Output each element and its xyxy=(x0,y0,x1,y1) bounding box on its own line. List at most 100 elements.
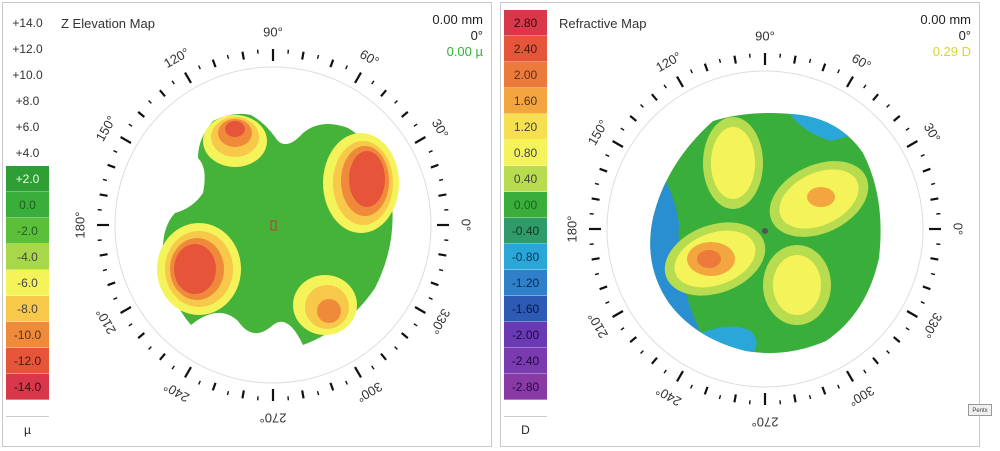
dial-tick xyxy=(316,390,320,396)
scale-row: +2.0 xyxy=(6,166,49,192)
scale-row: 1.20 xyxy=(504,114,547,140)
dial-tick xyxy=(930,257,939,261)
dial-tick xyxy=(226,54,230,60)
elevation-lobe-core xyxy=(174,244,216,294)
dial-tick xyxy=(438,178,444,182)
dial-tick xyxy=(380,89,387,98)
scale-row: 1.60 xyxy=(504,88,547,114)
corner-toggle-button[interactable]: Pentx xyxy=(968,404,992,416)
dial-tick xyxy=(430,163,439,169)
elevation-info-deg: 0° xyxy=(470,28,483,43)
dial-angle-label: 300° xyxy=(354,379,385,405)
dial-angle-label: 150° xyxy=(93,113,119,144)
dial-tick xyxy=(605,301,610,305)
dial-tick xyxy=(329,382,335,391)
dial-angle-label: 90° xyxy=(755,28,775,43)
dial-tick xyxy=(400,111,409,118)
dial-tick xyxy=(113,297,118,301)
scale-row: +8.0 xyxy=(6,88,49,114)
refractive-info-deg: 0° xyxy=(958,28,971,43)
dial-tick xyxy=(906,310,918,318)
dial-angle-label: 330° xyxy=(427,306,453,337)
dial-tick xyxy=(922,285,931,291)
dial-tick xyxy=(184,366,192,378)
dial-tick xyxy=(629,115,638,122)
dial-tick xyxy=(930,272,936,276)
dial-angle-label: 240° xyxy=(653,383,684,409)
refractive-info-mm: 0.00 mm xyxy=(920,12,971,27)
dial-angle-label: 0° xyxy=(459,219,474,231)
refractive-info: 0.00 mm 0° 0.29 D xyxy=(920,12,971,60)
scale-row: -0.40 xyxy=(504,218,547,244)
refractive-surface xyxy=(650,113,881,354)
refractive-scale-unit: D xyxy=(504,416,547,443)
dial-tick xyxy=(872,93,879,102)
dial-tick xyxy=(886,104,890,108)
dial-tick xyxy=(808,394,812,400)
dial-tick xyxy=(197,65,201,70)
dial-tick xyxy=(414,136,426,144)
dial-tick xyxy=(821,63,827,72)
dial-angle-label: 180° xyxy=(564,216,579,243)
dial-tick xyxy=(99,253,108,257)
scale-row: 0.0 xyxy=(6,192,49,218)
dial-tick xyxy=(863,369,867,374)
dial-angle-label: 270° xyxy=(260,411,287,426)
dial-tick xyxy=(301,51,305,60)
scale-row: -2.40 xyxy=(504,348,547,374)
refractive-lobe-right-hot xyxy=(807,187,835,207)
scale-row: -10.0 xyxy=(6,322,49,348)
dial-angle-label: 60° xyxy=(357,46,382,69)
dial-tick xyxy=(438,253,447,257)
dial-tick xyxy=(922,167,931,173)
dial-tick xyxy=(99,193,108,197)
dial-tick xyxy=(120,306,132,314)
dial-tick xyxy=(676,370,684,382)
scale-row: -1.60 xyxy=(504,296,547,322)
dial-angle-label: 120° xyxy=(653,49,684,75)
refractive-map-plot[interactable]: 0° 30° 60° 90° 120° 150° 180° 210° 240° 270° 300° 3… xyxy=(501,3,981,448)
scale-row: 2.40 xyxy=(504,36,547,62)
dial-tick xyxy=(718,58,722,64)
dial-tick xyxy=(211,382,217,391)
dial-tick xyxy=(241,51,245,60)
dial-tick xyxy=(663,84,667,89)
dial-tick xyxy=(400,332,409,339)
dial-tick xyxy=(197,380,201,385)
elevation-map-plot[interactable]: 0° 30° 60° 90° 120° 150° 180° 210° 240° 270° 300° 3… xyxy=(3,3,493,448)
dial-tick xyxy=(159,89,166,98)
dial-tick xyxy=(599,285,608,291)
scale-row: 0.00 xyxy=(504,192,547,218)
dial-tick xyxy=(394,346,398,350)
dial-tick xyxy=(663,369,667,374)
dial-tick xyxy=(354,366,362,378)
dial-tick xyxy=(211,59,217,68)
dial-tick xyxy=(689,384,693,389)
dial-tick xyxy=(629,336,638,343)
dial-tick xyxy=(905,127,910,131)
elevation-info: 0.00 mm 0° 0.00 µ xyxy=(432,12,483,60)
scale-row: 0.40 xyxy=(504,166,547,192)
dial-tick xyxy=(793,394,797,403)
dial-tick xyxy=(594,272,600,276)
dial-tick xyxy=(241,390,245,399)
dial-tick xyxy=(430,281,439,287)
elevation-lobe-lr-inner xyxy=(317,299,341,323)
elevation-surface xyxy=(157,113,399,345)
elevation-lobe-top-core xyxy=(225,121,245,137)
dial-tick xyxy=(892,336,901,343)
dial-tick xyxy=(137,332,146,339)
scale-row: 2.00 xyxy=(504,62,547,88)
dial-angle-label: 60° xyxy=(849,50,874,73)
dial-tick xyxy=(930,197,939,201)
dial-angle-label: 210° xyxy=(93,306,119,337)
refractive-lobe-left-hot xyxy=(697,250,721,268)
dial-tick xyxy=(599,167,608,173)
scale-row: -12.0 xyxy=(6,348,49,374)
dial-tick xyxy=(438,268,444,272)
dial-tick xyxy=(413,323,418,327)
dial-angle-label: 330° xyxy=(919,310,945,341)
dial-tick xyxy=(120,136,132,144)
refractive-color-scale: 2.80 2.40 2.00 1.60 1.20 0.80 0.40 0.00 -0.40 -0.… xyxy=(504,10,547,400)
dial-tick xyxy=(591,197,600,201)
